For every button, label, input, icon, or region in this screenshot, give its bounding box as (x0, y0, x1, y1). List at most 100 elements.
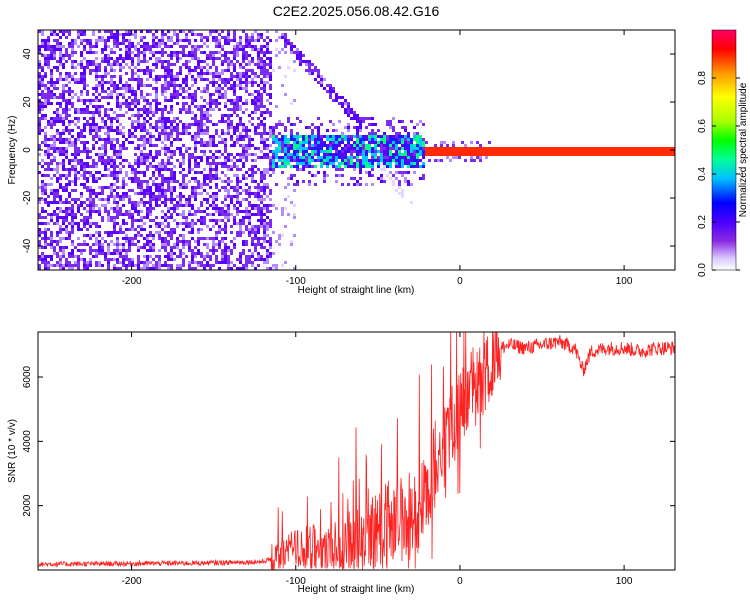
spectrogram-cell (50, 192, 53, 195)
spectrogram-cell (197, 123, 200, 126)
spectrogram-cell (77, 198, 80, 201)
spectrogram-cell (185, 39, 188, 42)
spectrogram-cell (74, 201, 77, 204)
spectrogram-cell (95, 252, 98, 255)
spectrogram-cell (116, 57, 119, 60)
spectrogram-cell (44, 216, 47, 219)
spectrogram-cell (176, 60, 179, 63)
spectrogram-cell (251, 225, 254, 228)
spectrogram-cell (92, 177, 95, 180)
spectrogram-cell (170, 192, 173, 195)
spectrogram-cell (62, 33, 65, 36)
spectrogram-cell (56, 48, 59, 51)
spectrogram-cell (95, 210, 98, 213)
spectrogram-cell (281, 171, 284, 174)
spectrogram-cell (71, 51, 74, 54)
spectrogram-cell (221, 132, 224, 135)
spectrogram-cell (137, 84, 140, 87)
spectrogram-cell (89, 132, 92, 135)
spectrogram-cell (104, 123, 107, 126)
spectrogram-cell (401, 159, 404, 162)
spectrogram-cell (86, 63, 89, 66)
spectrogram-cell (170, 135, 173, 138)
spectrogram-cell (224, 204, 227, 207)
spectrogram-cell (620, 153, 623, 156)
spectrogram-cell (515, 153, 518, 156)
spectrogram-cell (56, 168, 59, 171)
spectrogram-cell (350, 111, 353, 114)
spectrogram-cell (236, 177, 239, 180)
spectrogram-cell (245, 63, 248, 66)
spectrogram-cell (128, 108, 131, 111)
spectrogram-cell (308, 69, 311, 72)
spectrogram-cell (149, 165, 152, 168)
spectrogram-cell (128, 87, 131, 90)
spectrogram-cell (119, 87, 122, 90)
spectrogram-cell (152, 258, 155, 261)
spectrogram-cell (158, 195, 161, 198)
spectrogram-cell (248, 222, 251, 225)
spectrogram-cell (128, 264, 131, 267)
spectrogram-cell (239, 201, 242, 204)
spectrogram-cell (335, 174, 338, 177)
spectrogram-cell (74, 117, 77, 120)
spectrogram-cell (284, 144, 287, 147)
spectrogram-cell (257, 117, 260, 120)
spectrogram-cell (131, 120, 134, 123)
spectrogram-cell (188, 42, 191, 45)
spectrogram-cell (206, 213, 209, 216)
spectrogram-cell (119, 69, 122, 72)
spectrogram-cell (125, 63, 128, 66)
spectrogram-cell (137, 159, 140, 162)
spectrogram-cell (167, 111, 170, 114)
spectrogram-cell (221, 30, 224, 33)
spectrogram-cell (176, 159, 179, 162)
spectrogram-cell (137, 261, 140, 264)
spectrogram-cell (53, 123, 56, 126)
spectrogram-cell (656, 147, 659, 150)
spectrogram-cell (101, 144, 104, 147)
spectrogram-cell (179, 249, 182, 252)
spectrogram-cell (263, 147, 266, 150)
spectrogram-cell (296, 135, 299, 138)
spectrogram-cell (185, 84, 188, 87)
spectrogram-cell (284, 159, 287, 162)
spectrogram-cell (107, 96, 110, 99)
spectrogram-cell (314, 174, 317, 177)
spectrogram-cell (71, 168, 74, 171)
spectrogram-cell (359, 126, 362, 129)
spectrogram-cell (170, 264, 173, 267)
spectrogram-cell (566, 147, 569, 150)
spectrogram-cell (173, 210, 176, 213)
spectrogram-cell (194, 186, 197, 189)
spectrogram-cell (329, 153, 332, 156)
spectrogram-cell (161, 75, 164, 78)
spectrogram-cell (38, 99, 41, 102)
spectrogram-cell (146, 216, 149, 219)
spectrogram-cell (137, 60, 140, 63)
spectrogram-cell (419, 135, 422, 138)
spectrogram-cell (251, 72, 254, 75)
spectrogram-cell (83, 219, 86, 222)
spectrogram-cell (89, 189, 92, 192)
spectrogram-cell (230, 159, 233, 162)
spectrogram-cell (650, 150, 653, 153)
spectrogram-cell (98, 105, 101, 108)
spectrogram-cell (398, 138, 401, 141)
spectrogram-cell (245, 171, 248, 174)
spectrogram-cell (155, 189, 158, 192)
spectrogram-cell (314, 66, 317, 69)
spectrogram-cell (182, 102, 185, 105)
spectrogram-cell (65, 84, 68, 87)
spectrogram-cell (158, 234, 161, 237)
spectrogram-cell (41, 117, 44, 120)
spectrogram-cell (290, 123, 293, 126)
spectrogram-cell (131, 51, 134, 54)
spectrogram-cell (191, 96, 194, 99)
spectrogram-cell (53, 147, 56, 150)
spectrogram-cell (89, 117, 92, 120)
spectrogram-cell (386, 135, 389, 138)
spectrogram-cell (47, 201, 50, 204)
spectrogram-cell (392, 129, 395, 132)
spectrogram-cell (152, 237, 155, 240)
